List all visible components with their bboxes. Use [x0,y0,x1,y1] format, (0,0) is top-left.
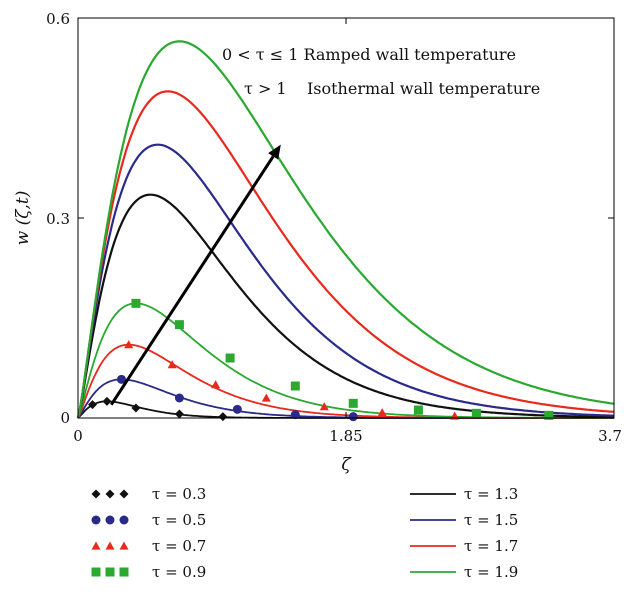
legend: τ = 0.3 τ = 0.5 τ = 0.7 τ = 0.9 τ = 1.3 τ = 1… [91,485,518,581]
series-1-marker-2 [232,404,242,414]
series-0-marker-2 [131,403,141,413]
legend-marker-3-1 [105,567,115,577]
legend-marker-0-2 [119,489,129,499]
series-1-marker-3 [290,410,300,420]
series-3-marker-2 [225,353,235,363]
series-0-marker-4 [218,412,228,422]
series-1-marker-0 [116,374,126,384]
series-1-marker-1 [174,393,184,403]
trend-arrow-head [268,144,281,160]
series-0-marker-3 [174,409,184,419]
series-3-marker-4 [348,398,358,408]
trend-arrow-shaft [110,155,275,406]
series-line-6 [76,90,615,419]
legend-marker-1-0 [91,515,101,525]
legend-label-4: τ = 1.3 [464,485,518,503]
legend-marker-3-0 [91,567,101,577]
legend-label-5: τ = 1.5 [464,511,518,529]
series-2-marker-0 [124,340,134,349]
legend-marker-2-0 [91,541,101,550]
legend-marker-2-1 [105,541,115,550]
legend-label-3: τ = 0.9 [152,563,206,581]
legend-marker-1-1 [105,515,115,525]
series-line-2 [77,343,614,419]
series-line-5 [76,143,615,419]
series-0-marker-1 [102,396,112,406]
legend-marker-3-2 [119,567,129,577]
series-3-marker-7 [544,410,554,420]
y-tick-label-1: 0.3 [46,210,70,228]
series-0-marker-0 [87,400,97,410]
annotation-isothermal: τ > 1 Isothermal wall temperature [244,79,540,98]
series-2-marker-5 [377,408,387,417]
series-3-marker-3 [290,381,300,391]
series-2-marker-2 [211,380,221,389]
y-tick-label-0: 0 [60,409,70,427]
markers-layer [87,298,554,422]
x-axis-title: ζ [341,455,352,475]
x-tick-label-0: 0 [73,427,83,445]
arrow-layer [110,144,281,406]
series-line-3 [77,302,614,419]
legend-label-7: τ = 1.9 [464,563,518,581]
series-2-marker-4 [319,402,329,411]
annotation-ramped: 0 < τ ≤ 1 Ramped wall temperature [222,45,516,64]
legend-marker-1-2 [119,515,129,525]
legend-label-6: τ = 1.7 [464,537,518,555]
series-3-marker-0 [131,298,141,308]
series-3-marker-1 [174,320,184,330]
plot-frame [77,17,615,419]
legend-marker-2-2 [119,541,129,550]
y-tick-label-2: 0.6 [46,10,70,28]
legend-label-1: τ = 0.5 [152,511,206,529]
legend-marker-0-1 [105,489,115,499]
legend-label-0: τ = 0.3 [152,485,206,503]
series-line-4 [76,193,614,419]
legend-label-2: τ = 0.7 [152,537,206,555]
series-line-7 [76,40,615,419]
x-tick-label-1: 1.85 [329,427,362,445]
series-3-marker-6 [471,408,481,418]
series-3-marker-5 [413,405,423,415]
series-2-marker-1 [167,360,177,369]
series-2-marker-3 [261,393,271,402]
y-axis-title: w (ζ,t) [13,191,33,246]
legend-marker-0-0 [91,489,101,499]
ticks-layer [77,17,615,419]
x-tick-label-2: 3.7 [598,427,622,445]
series-1-marker-4 [348,412,358,422]
